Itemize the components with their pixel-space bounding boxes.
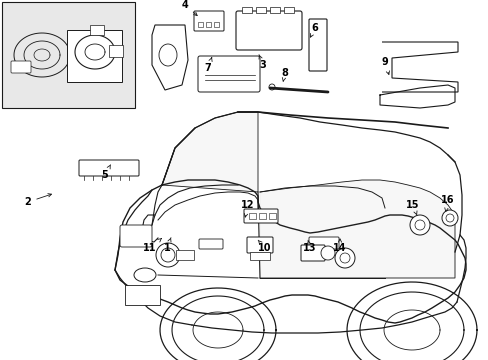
Circle shape bbox=[161, 248, 175, 262]
Text: 2: 2 bbox=[24, 194, 51, 207]
FancyBboxPatch shape bbox=[11, 61, 31, 73]
Polygon shape bbox=[152, 25, 187, 90]
Circle shape bbox=[409, 215, 429, 235]
Bar bbox=[259, 213, 265, 219]
Bar bbox=[90, 25, 104, 35]
FancyBboxPatch shape bbox=[244, 209, 278, 223]
FancyBboxPatch shape bbox=[194, 11, 224, 31]
Ellipse shape bbox=[159, 44, 177, 66]
FancyBboxPatch shape bbox=[199, 239, 223, 249]
Text: 11: 11 bbox=[143, 238, 161, 253]
Text: 3: 3 bbox=[259, 55, 266, 70]
FancyBboxPatch shape bbox=[308, 19, 326, 71]
Circle shape bbox=[445, 214, 453, 222]
Text: 13: 13 bbox=[303, 240, 316, 253]
Bar bbox=[249, 252, 269, 260]
Text: 1: 1 bbox=[163, 238, 171, 253]
Polygon shape bbox=[115, 180, 465, 323]
FancyBboxPatch shape bbox=[198, 56, 260, 92]
Bar bbox=[2, 2, 135, 108]
Circle shape bbox=[441, 210, 457, 226]
Bar bbox=[248, 213, 256, 219]
Bar bbox=[67, 30, 122, 82]
Text: 10: 10 bbox=[258, 240, 271, 253]
Bar bbox=[242, 7, 251, 13]
Text: 8: 8 bbox=[281, 68, 288, 81]
FancyBboxPatch shape bbox=[236, 11, 302, 50]
Bar bbox=[214, 22, 219, 27]
Text: 15: 15 bbox=[406, 200, 419, 215]
Bar bbox=[176, 250, 194, 260]
Text: 16: 16 bbox=[440, 195, 454, 211]
Text: 14: 14 bbox=[332, 239, 346, 253]
Bar bbox=[284, 7, 293, 13]
FancyBboxPatch shape bbox=[308, 237, 338, 249]
Text: 4: 4 bbox=[181, 0, 197, 15]
FancyBboxPatch shape bbox=[79, 160, 139, 176]
Ellipse shape bbox=[134, 268, 156, 282]
Circle shape bbox=[320, 246, 334, 260]
Bar bbox=[125, 285, 160, 305]
Polygon shape bbox=[260, 180, 454, 278]
Polygon shape bbox=[162, 112, 258, 192]
Bar bbox=[109, 45, 123, 57]
Circle shape bbox=[334, 248, 354, 268]
Text: 5: 5 bbox=[102, 165, 110, 180]
Text: 9: 9 bbox=[381, 57, 389, 75]
Bar bbox=[198, 22, 203, 27]
Text: 12: 12 bbox=[241, 200, 254, 217]
Text: 7: 7 bbox=[204, 58, 212, 73]
FancyBboxPatch shape bbox=[246, 237, 272, 253]
Circle shape bbox=[268, 84, 274, 90]
Circle shape bbox=[339, 253, 349, 263]
FancyBboxPatch shape bbox=[301, 245, 325, 261]
Bar bbox=[269, 7, 280, 13]
Circle shape bbox=[414, 220, 424, 230]
FancyBboxPatch shape bbox=[120, 225, 152, 247]
Bar bbox=[268, 213, 275, 219]
Text: 6: 6 bbox=[310, 23, 318, 37]
Bar bbox=[256, 7, 265, 13]
Bar bbox=[205, 22, 210, 27]
Circle shape bbox=[156, 243, 180, 267]
